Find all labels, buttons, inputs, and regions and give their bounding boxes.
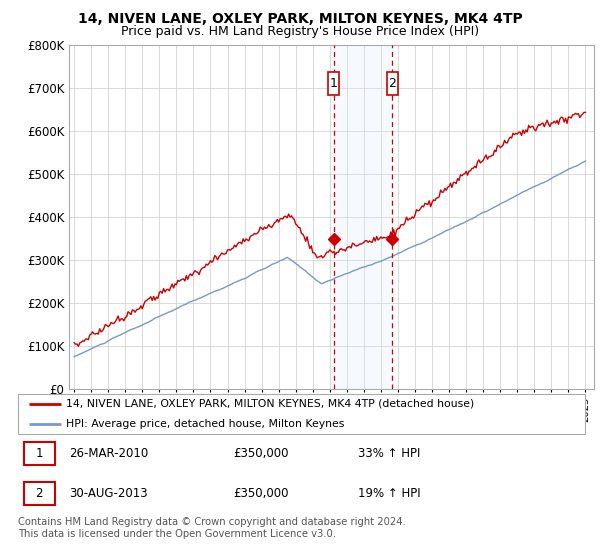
Text: Contains HM Land Registry data © Crown copyright and database right 2024.
This d: Contains HM Land Registry data © Crown c…: [18, 517, 406, 539]
Text: 14, NIVEN LANE, OXLEY PARK, MILTON KEYNES, MK4 4TP (detached house): 14, NIVEN LANE, OXLEY PARK, MILTON KEYNE…: [66, 399, 475, 409]
Text: 19% ↑ HPI: 19% ↑ HPI: [358, 487, 421, 500]
FancyBboxPatch shape: [18, 394, 585, 434]
Bar: [328, 72, 339, 95]
Text: £350,000: £350,000: [233, 487, 289, 500]
Text: 1: 1: [35, 447, 43, 460]
Text: 2: 2: [388, 77, 396, 90]
Text: 14, NIVEN LANE, OXLEY PARK, MILTON KEYNES, MK4 4TP: 14, NIVEN LANE, OXLEY PARK, MILTON KEYNE…: [77, 12, 523, 26]
Text: 2: 2: [35, 487, 43, 500]
Text: 30-AUG-2013: 30-AUG-2013: [69, 487, 148, 500]
FancyBboxPatch shape: [23, 482, 55, 505]
Text: HPI: Average price, detached house, Milton Keynes: HPI: Average price, detached house, Milt…: [66, 419, 344, 429]
FancyBboxPatch shape: [23, 442, 55, 465]
Text: Price paid vs. HM Land Registry's House Price Index (HPI): Price paid vs. HM Land Registry's House …: [121, 25, 479, 38]
Bar: [334, 45, 392, 389]
Text: £350,000: £350,000: [233, 447, 289, 460]
Text: 1: 1: [330, 77, 338, 90]
Bar: [386, 72, 398, 95]
Text: 26-MAR-2010: 26-MAR-2010: [69, 447, 148, 460]
Text: 33% ↑ HPI: 33% ↑ HPI: [358, 447, 421, 460]
